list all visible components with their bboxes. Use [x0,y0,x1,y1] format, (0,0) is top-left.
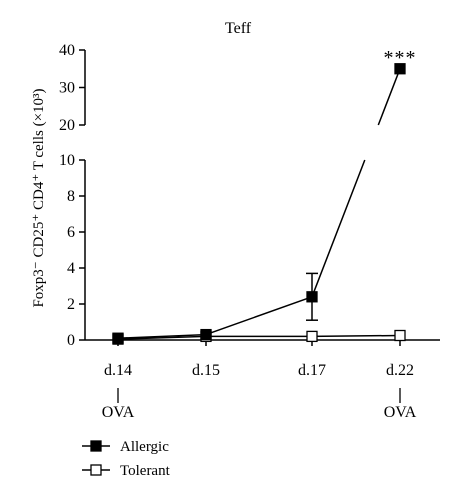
y-tick-label: 0 [67,332,75,349]
legend-marker-tolerant [90,464,102,476]
y-tick-label: 6 [67,224,75,241]
series-line-segment [377,68,401,126]
y-tick-label: 4 [67,260,75,277]
y-tick-label: 2 [67,296,75,313]
significance-label: *** [384,47,417,69]
series-line-segment [205,296,313,336]
x-tick-label: d.17 [298,362,326,379]
ova-label: OVA [102,404,135,421]
marker-allergic [306,291,318,303]
series-line-segment [117,333,207,339]
series-line-segment [311,334,401,338]
y-tick-label: 8 [67,188,75,205]
marker-allergic [112,332,124,344]
y-tick-label: 10 [59,152,75,169]
annotation-layer: *** OVA OVA [102,47,417,421]
axes: 0 2 4 6 8 10 20 30 40 d.14 d.15 d.17 d.22 [59,42,440,379]
x-tick-label: d.15 [192,362,220,379]
legend: Allergic Tolerant [82,439,171,479]
marker-tolerant [306,330,318,343]
legend-label: Tolerant [120,463,171,479]
y-axis-label: Foxp3⁻ CD25⁺ CD4⁺ T cells (×10³) [31,88,47,307]
marker-tolerant [394,329,406,342]
chart-title: Teff [225,20,252,37]
legend-label: Allergic [120,439,169,455]
y-tick-label: 20 [59,117,75,134]
marker-allergic [200,328,212,341]
series-line-segment [117,335,207,340]
x-tick-label: d.14 [104,362,132,379]
marker-allergic [394,63,406,75]
legend-marker-allergic [90,440,102,452]
ova-label: OVA [384,404,417,421]
y-tick-label: 30 [59,80,75,97]
series-layer [112,63,406,345]
series-line-segment [311,159,366,298]
x-tick-label: d.22 [386,362,414,379]
y-tick-label: 40 [59,42,75,59]
